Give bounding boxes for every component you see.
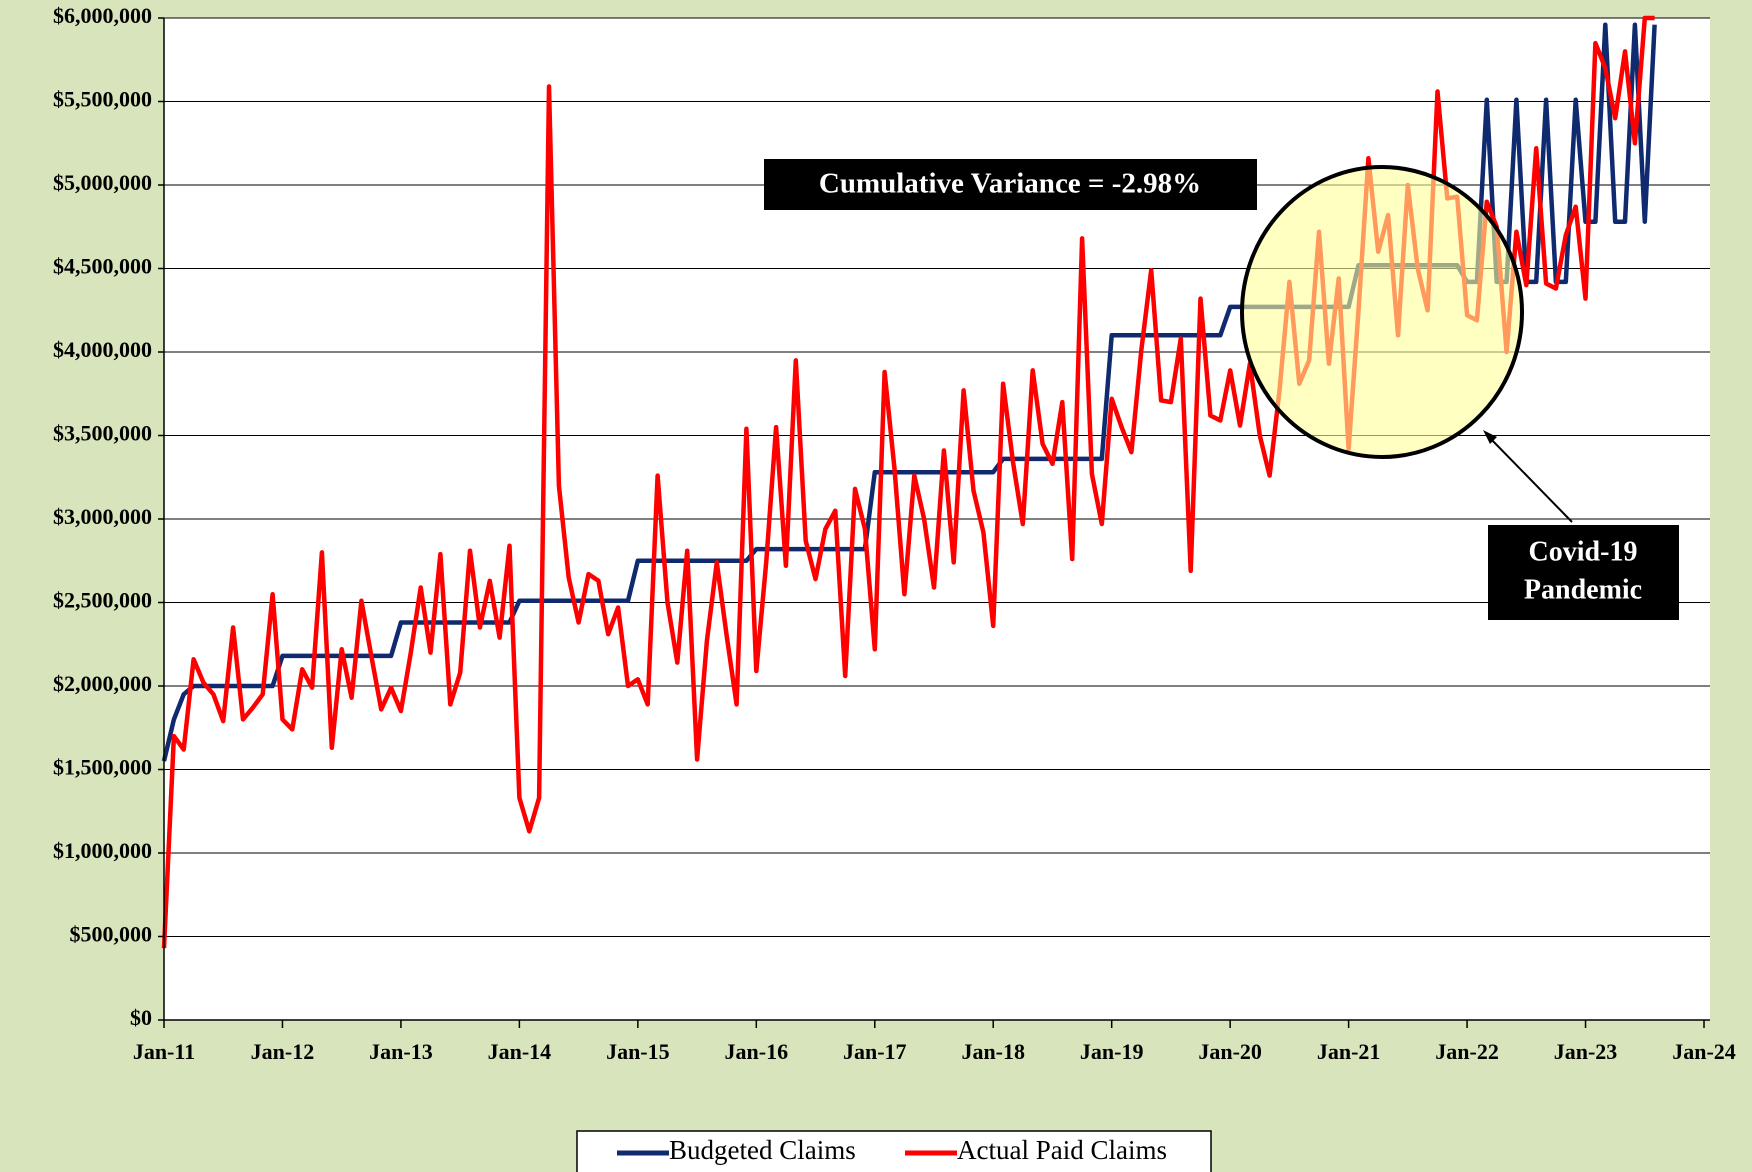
legend: [576, 1130, 1212, 1172]
x-tick-label: Jan-14: [488, 1039, 552, 1064]
overlay: Cumulative Variance = -2.98% Covid-19 Pa…: [764, 159, 1679, 620]
y-tick-label: $2,000,000: [53, 671, 152, 696]
x-tick-label: Jan-18: [961, 1039, 1025, 1064]
x-tick-label: Jan-24: [1672, 1039, 1736, 1064]
y-tick-label: $2,500,000: [53, 588, 152, 613]
y-tick-label: $1,000,000: [53, 838, 152, 863]
x-tick-label: Jan-11: [133, 1039, 195, 1064]
y-tick-label: $5,500,000: [53, 87, 152, 112]
y-tick-label: $4,500,000: [53, 254, 152, 279]
y-tick-label: $3,500,000: [53, 421, 152, 446]
variance-box: [764, 159, 1257, 210]
variance-annotation: Cumulative Variance = -2.98%: [819, 168, 1201, 200]
covid-annotation: Pandemic: [1524, 574, 1642, 605]
covid-box: [1488, 525, 1679, 620]
y-tick-label: $4,000,000: [53, 337, 152, 362]
axes: $0 $500,000 $1,000,000 $1,500,000 $2,000,000…: [53, 3, 1736, 1064]
x-tick-label: Jan-20: [1198, 1039, 1262, 1064]
y-tick-label: $0: [130, 1005, 152, 1030]
x-tick-label: Jan-13: [369, 1039, 433, 1064]
x-tick-label: Jan-17: [843, 1039, 907, 1064]
x-tick-label: Jan-16: [725, 1039, 789, 1064]
x-tick-label: Jan-15: [606, 1039, 670, 1064]
x-tick-label: Jan-19: [1080, 1039, 1144, 1064]
y-tick-label: $3,000,000: [53, 504, 152, 529]
x-tick-label: Jan-22: [1435, 1039, 1499, 1064]
covid-annotation: Covid-19: [1529, 536, 1638, 567]
arrow-head: [1483, 430, 1497, 444]
y-tick-label: $500,000: [70, 922, 153, 947]
x-tick-label: Jan-12: [251, 1039, 315, 1064]
legend-label: Budgeted Claims: [669, 1135, 856, 1165]
y-tick-label: $6,000,000: [53, 3, 152, 28]
x-tick-label: Jan-23: [1554, 1039, 1618, 1064]
legend-items: Budgeted Claims Actual Paid Claims: [617, 1135, 1167, 1165]
legend-label: Actual Paid Claims: [957, 1135, 1167, 1165]
y-tick-label: $1,500,000: [53, 755, 152, 780]
x-tick-label: Jan-21: [1317, 1039, 1381, 1064]
covid-circle: [1240, 165, 1524, 459]
arrow-line: [1487, 435, 1573, 523]
y-tick-label: $5,000,000: [53, 170, 152, 195]
